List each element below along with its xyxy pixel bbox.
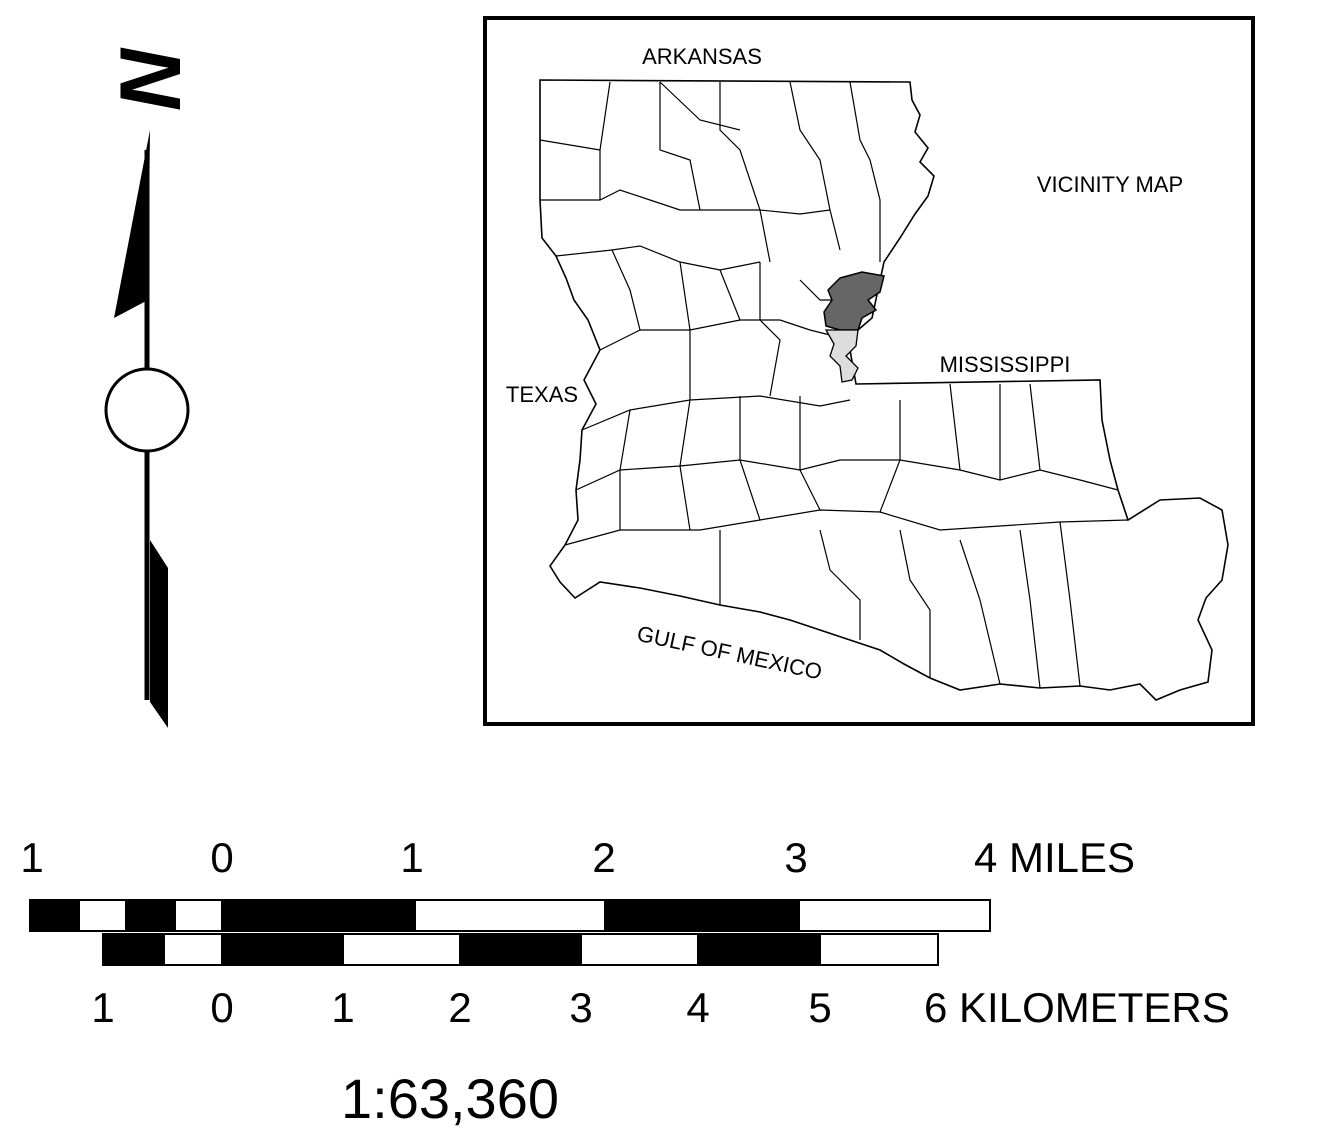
scale-bar: 1 0 1 2 3 4 MILES bbox=[20, 834, 1229, 1130]
highlighted-parish-secondary bbox=[824, 329, 859, 383]
kilometers-unit-label: 6 KILOMETERS bbox=[924, 984, 1230, 1031]
miles-unit-label: 4 MILES bbox=[974, 834, 1135, 881]
kilometers-tick: 2 bbox=[448, 984, 471, 1031]
miles-tick: 3 bbox=[784, 834, 807, 881]
highlighted-parish-primary bbox=[823, 271, 885, 331]
north-arrow-upper-blade bbox=[114, 130, 150, 318]
north-arrow: N bbox=[103, 47, 199, 728]
label-mississippi: MISSISSIPPI bbox=[940, 352, 1071, 377]
miles-tick: 2 bbox=[592, 834, 615, 881]
north-letter: N bbox=[103, 47, 199, 111]
parish-boundaries bbox=[539, 81, 1129, 689]
label-texas: TEXAS bbox=[506, 382, 578, 407]
louisiana-outline bbox=[539, 79, 1229, 701]
kilometers-tick: 4 bbox=[686, 984, 709, 1031]
kilometers-tick: 1 bbox=[91, 984, 114, 1031]
label-arkansas: ARKANSAS bbox=[642, 44, 762, 69]
vicinity-map-title: VICINITY MAP bbox=[1037, 172, 1183, 197]
north-arrow-lower-blade bbox=[150, 540, 168, 728]
miles-tick: 1 bbox=[400, 834, 423, 881]
vicinity-map: ARKANSAS VICINITY MAP MISSISSIPPI TEXAS … bbox=[483, 16, 1255, 726]
kilometers-bar bbox=[102, 933, 939, 966]
miles-bar bbox=[29, 899, 991, 932]
north-arrow-circle bbox=[104, 367, 190, 453]
miles-tick: 0 bbox=[210, 834, 233, 881]
scale-ratio: 1:63,360 bbox=[341, 1067, 559, 1130]
kilometers-tick: 5 bbox=[808, 984, 831, 1031]
kilometers-tick: 0 bbox=[210, 984, 233, 1031]
kilometers-tick: 1 bbox=[331, 984, 354, 1031]
miles-tick-labels: 1 0 1 2 3 bbox=[20, 834, 807, 881]
kilometers-tick: 3 bbox=[569, 984, 592, 1031]
kilometers-tick-labels: 1 0 1 2 3 4 5 bbox=[91, 984, 831, 1031]
miles-tick: 1 bbox=[20, 834, 43, 881]
